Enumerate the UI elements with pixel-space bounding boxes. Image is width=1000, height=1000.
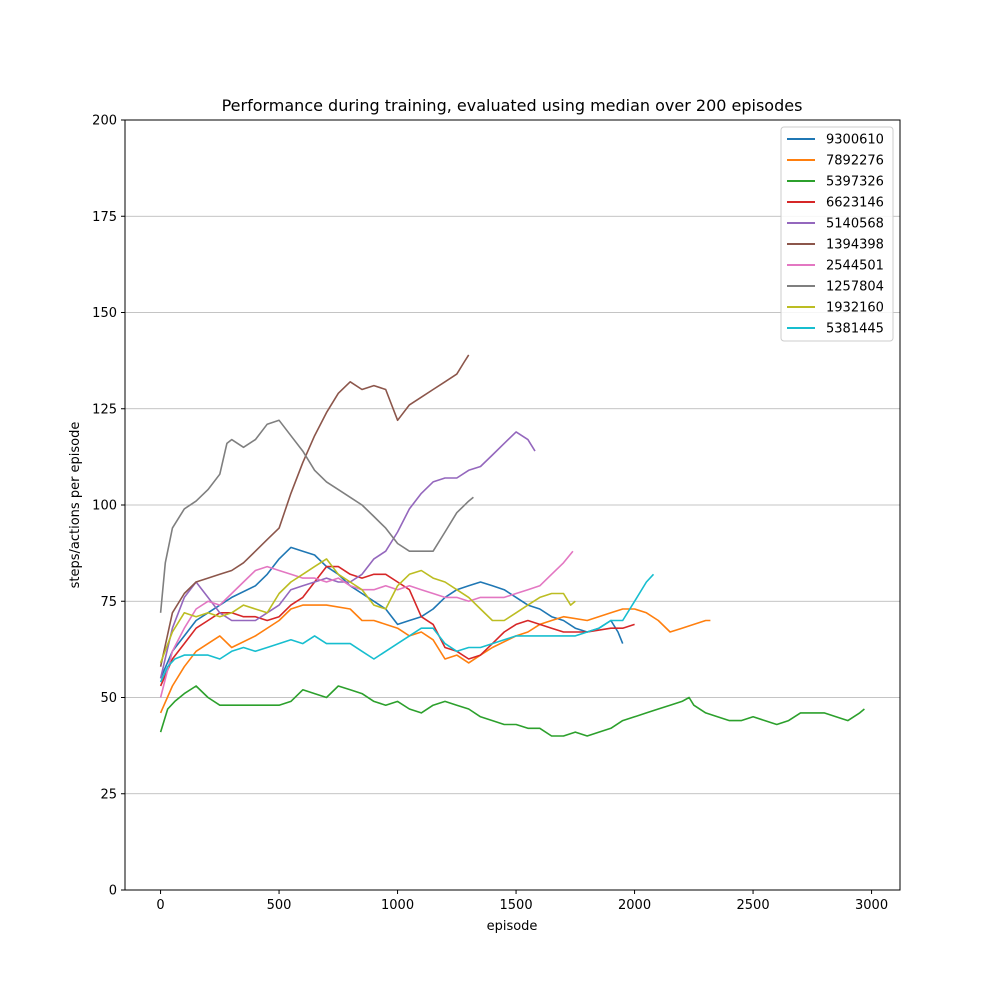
y-tick-label: 150	[92, 306, 117, 321]
x-tick-label: 1000	[381, 898, 414, 913]
y-tick-label: 25	[100, 787, 117, 802]
legend-label: 2544501	[826, 259, 884, 274]
gridlines	[125, 215, 900, 795]
y-tick-label: 50	[100, 691, 117, 706]
x-tick-label: 3000	[855, 898, 888, 913]
x-tick-label: 500	[267, 898, 292, 913]
y-tick-label: 75	[100, 595, 117, 610]
series-line-6623146	[159, 565, 635, 687]
legend-label: 5397326	[826, 175, 884, 190]
x-tick-label: 2500	[737, 898, 770, 913]
legend-label: 5140568	[826, 217, 884, 232]
legend-label: 7892276	[826, 154, 884, 169]
legend-label: 5381445	[826, 322, 884, 337]
y-tick-label: 125	[92, 402, 117, 417]
y-tick-label: 200	[92, 114, 117, 129]
series-line-5140568	[159, 431, 536, 679]
y-tick-label: 100	[92, 499, 117, 514]
y-axis-label: steps/actions per episode	[68, 422, 83, 589]
legend-label: 1257804	[826, 280, 884, 295]
chart-title: Performance during training, evaluated u…	[222, 96, 803, 115]
y-tick-label: 175	[92, 210, 117, 225]
x-tick-label: 1500	[500, 898, 533, 913]
legend-label: 1394398	[826, 238, 884, 253]
x-tick-label: 0	[156, 898, 164, 913]
series-line-5397326	[159, 685, 865, 737]
legend-label: 1932160	[826, 301, 884, 316]
series-line-5381445	[159, 573, 655, 683]
x-axis-label: episode	[487, 919, 538, 934]
x-tick-label: 2000	[618, 898, 651, 913]
series-line-1932160	[159, 558, 576, 664]
series-line-7892276	[159, 604, 711, 714]
series-lines	[159, 354, 865, 737]
series-line-9300610	[159, 546, 624, 679]
series-line-1257804	[159, 419, 474, 613]
legend: 9300610 7892276 5397326 6623146 5140568 13943…	[780, 126, 894, 342]
y-tick-label: 0	[109, 884, 117, 899]
series-line-2544501	[159, 550, 574, 698]
series-line-1394398	[159, 354, 470, 667]
legend-label: 6623146	[826, 196, 884, 211]
legend-label: 9300610	[826, 133, 884, 148]
